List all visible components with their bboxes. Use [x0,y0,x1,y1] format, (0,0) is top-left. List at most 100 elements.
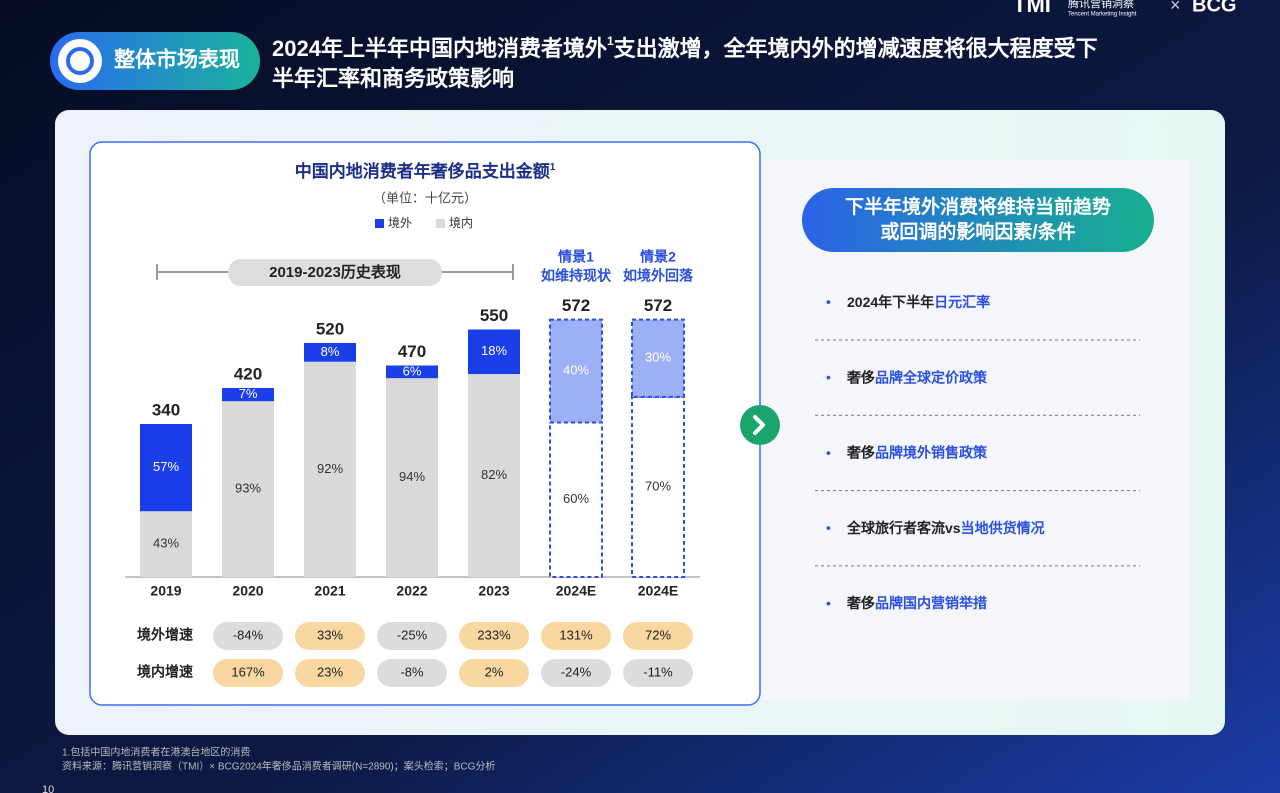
scenario-title: 情景1 [558,249,594,265]
x-tick-label: 2019 [150,583,181,599]
title-part: 支出激增，全年境内外的增减速度将很大程度受下 [614,36,1098,61]
slide-title: 2024年上半年中国内地消费者境外1支出激增，全年境内外的增减速度将很大程度受下 [272,34,1098,61]
factor-highlight: 品牌国内营销举措 [875,595,987,611]
total-label: 340 [152,400,180,419]
bar-segment [386,378,438,577]
factor-text: 奢侈 [846,444,875,460]
bar-segment [549,421,603,578]
growth-label: 72% [645,627,671,642]
arrow-circle [740,405,780,445]
growth-pill [213,622,283,650]
bar-segment [304,361,356,577]
factor-item: 2024年下半年日元汇率 [847,294,990,310]
total-label: 420 [234,364,262,383]
total-label: 520 [316,319,344,338]
bar-segment [631,318,685,398]
chart-title: 中国内地消费者年奢侈品支出金额1 [295,161,556,181]
chart-title-sup: 1 [550,162,556,173]
logo-brand-cn: 腾讯营销洞察 [1068,0,1134,10]
x-tick-label: 2023 [478,583,509,599]
growth-pill [623,622,693,650]
x-tick-label: 2020 [232,583,263,599]
segment-label: 82% [481,467,507,482]
badge-icon-ring [66,47,94,75]
history-label: 2019-2023历史表现 [269,263,401,281]
bar-segment [386,365,438,379]
slide-title-line2: 半年汇率和商务政策影响 [272,66,514,91]
growth-label: 167% [231,664,265,679]
segment-label: 57% [153,459,179,474]
growth-pill [377,659,447,687]
factor-highlight: 当地供货情况 [961,520,1045,536]
bar-segment [468,329,520,375]
growth-pill [541,622,611,650]
growth-pill [377,622,447,650]
source-note: 资料来源：腾讯营销洞察（TMI）× BCG2024年奢侈品消费者调研(N=289… [62,760,495,773]
segment-label: 8% [321,344,340,359]
total-label: 572 [562,296,590,315]
total-label: 572 [644,296,672,315]
total-label: 470 [398,342,426,361]
growth-label: -24% [561,664,592,679]
factor-text: 奢侈 [846,595,875,611]
segment-label: 30% [645,350,671,365]
growth-pill [295,659,365,687]
history-bracket: 2019-2023历史表现 [156,259,514,286]
factor-item: 奢侈品牌境外销售政策 [846,444,988,460]
bar-segment [222,401,274,577]
factor-list: • 2024年下半年日元汇率• 奢侈品牌全球定价政策• 奢侈品牌境外销售政策• 全球旅行… [815,294,1140,611]
growth-label: 23% [317,664,343,679]
growth-pill [541,659,611,687]
growth-label: -11% [643,664,673,679]
scenario-subtitle: 如维持现状 [541,268,612,284]
history-pill [228,259,442,286]
growth-label: -84% [233,627,264,642]
badge-label: 整体市场表现 [114,48,240,72]
badge [50,32,260,90]
segment-label: 93% [235,481,261,496]
growth-pill [459,622,529,650]
segment-label: 70% [645,478,671,493]
bullet: • [826,520,831,536]
x-tick-label: 2022 [396,583,427,599]
arrow-icon [753,415,765,435]
growth-label: 233% [477,627,511,642]
bar-segment [222,388,274,402]
segment-label: 43% [153,536,179,551]
segment-label: 92% [317,461,343,476]
growth-pill [295,622,365,650]
bullet: • [826,369,831,385]
growth-pill [213,659,283,687]
legend-swatch [436,219,445,228]
factor-text: 2024年下半年 [847,294,934,310]
scenario-subtitle: 如境外回落 [623,268,694,284]
factor-text: 奢侈 [846,369,875,385]
growth-label: 33% [317,627,343,642]
x-tick-label: 2024E [556,583,596,599]
growth-pill [623,659,693,687]
x-tick-label: 2024E [638,583,678,599]
bullet: • [826,294,831,310]
segment-label: 40% [563,363,589,378]
legend-label: 境外 [388,215,412,230]
factor-item: 奢侈品牌国内营销举措 [846,595,987,611]
segment-label: 18% [481,343,507,358]
bar-segment [140,511,192,577]
total-label: 550 [480,306,508,325]
factor-title-pill [802,188,1154,252]
growth-label: -25% [397,627,428,642]
growth-row-label: 境内增速 [137,664,193,680]
segment-label: 60% [563,491,589,506]
factor-item: 奢侈品牌全球定价政策 [846,369,988,385]
bar-segment [631,395,685,578]
growth-label: 2% [485,664,504,679]
bullet: • [826,595,831,611]
x-tick-label: 2021 [314,583,345,599]
bar-segment [549,318,603,424]
factor-highlight: 日元汇率 [934,294,990,310]
factor-title: 或回调的影响因素/条件 [880,220,1075,243]
footnote: 1.包括中国内地消费者在港澳台地区的消费 [62,746,250,759]
segment-label: 6% [403,363,422,378]
legend-label: 境内 [449,215,473,230]
